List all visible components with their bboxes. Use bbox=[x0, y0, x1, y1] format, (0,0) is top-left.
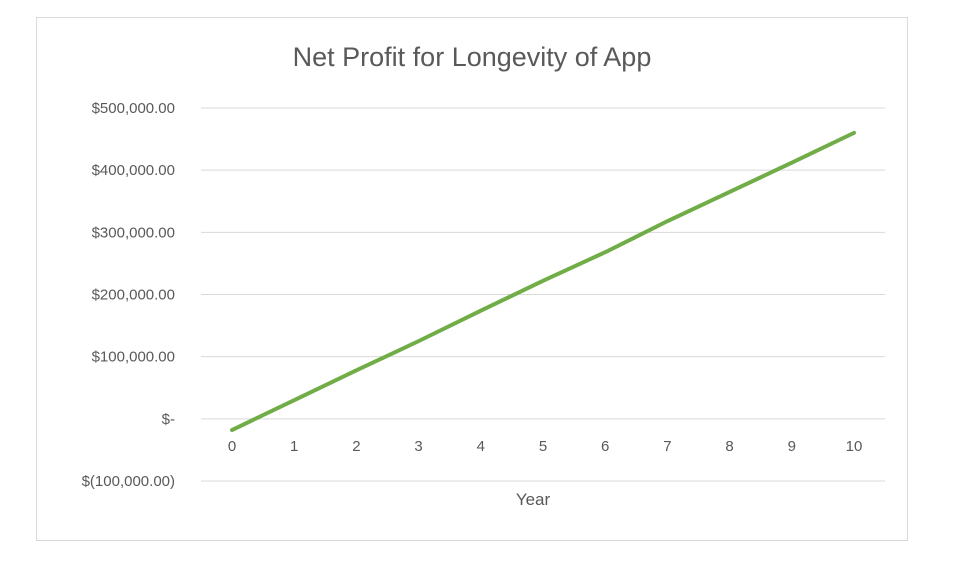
x-tick-label: 2 bbox=[352, 438, 360, 455]
x-tick-label: 6 bbox=[601, 438, 609, 455]
y-tick-label: $100,000.00 bbox=[92, 349, 175, 366]
x-tick-label: 3 bbox=[414, 438, 422, 455]
plot-area: $500,000.00 $400,000.00 $300,000.00 $200,00… bbox=[37, 18, 909, 542]
y-tick-label: $(100,000.00) bbox=[82, 473, 175, 490]
series-line bbox=[232, 133, 854, 430]
x-tick-label: 7 bbox=[663, 438, 671, 455]
x-tick-label: 10 bbox=[846, 438, 863, 455]
x-tick-label: 0 bbox=[228, 438, 236, 455]
y-tick-label: $- bbox=[162, 411, 175, 428]
x-axis-title: Year bbox=[516, 490, 551, 509]
x-tick-label: 8 bbox=[725, 438, 733, 455]
y-tick-label: $400,000.00 bbox=[92, 162, 175, 179]
x-tick-label: 4 bbox=[477, 438, 485, 455]
y-tick-label: $300,000.00 bbox=[92, 224, 175, 241]
y-tick-label: $200,000.00 bbox=[92, 287, 175, 304]
chart-frame: Net Profit for Longevity of App $500,000… bbox=[36, 17, 908, 541]
x-tick-label: 5 bbox=[539, 438, 547, 455]
x-tick-label: 1 bbox=[290, 438, 298, 455]
y-tick-label: $500,000.00 bbox=[92, 100, 175, 117]
x-tick-label: 9 bbox=[788, 438, 796, 455]
